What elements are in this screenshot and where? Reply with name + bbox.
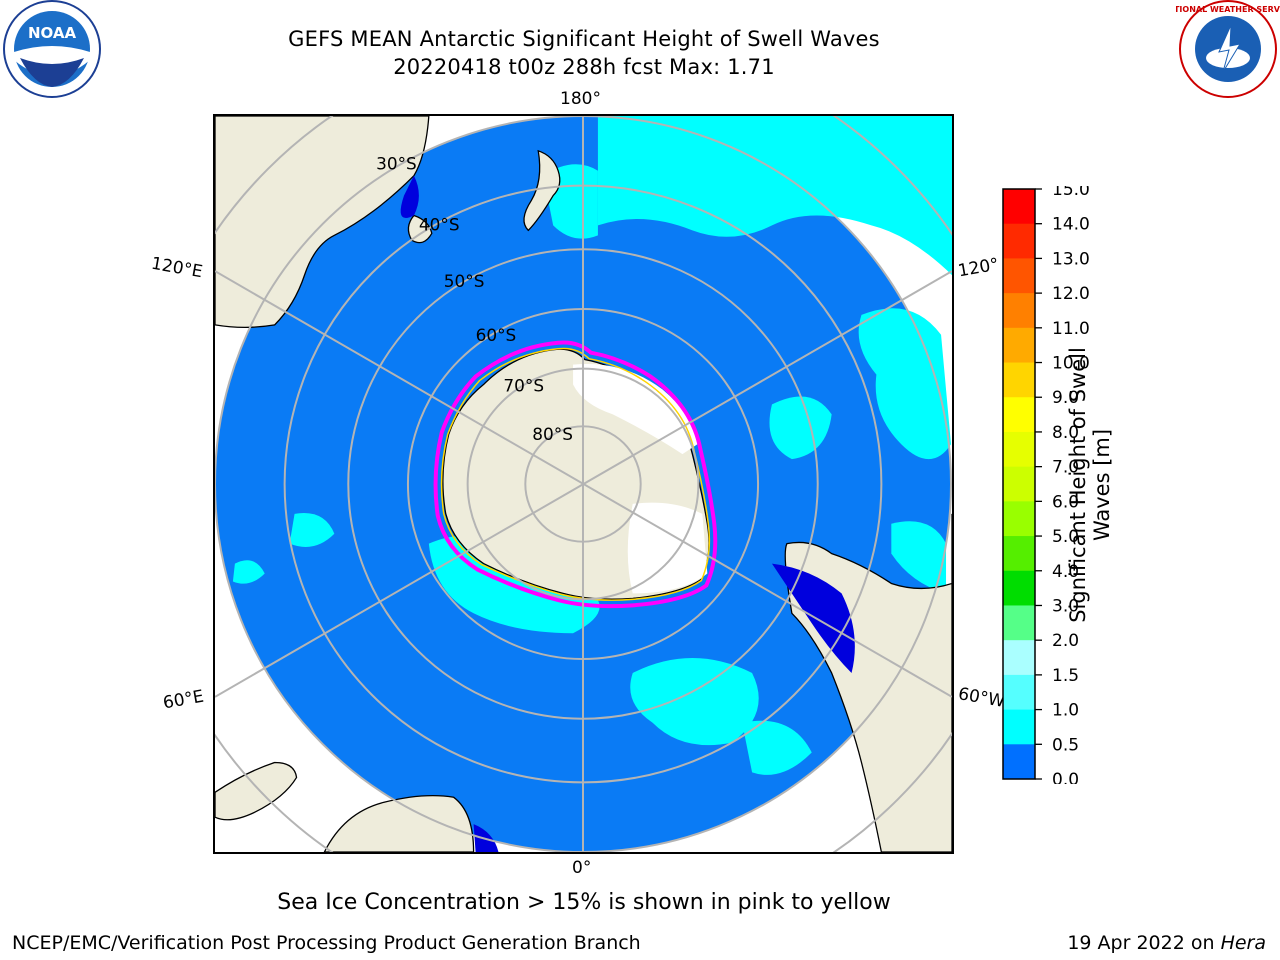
colorbar-segment <box>1003 501 1035 537</box>
sea-ice-caption: Sea Ice Concentration > 15% is shown in … <box>277 890 891 915</box>
polar-map: 30°S 40°S 50°S 60°S 70°S 80°S <box>213 114 954 854</box>
colorbar-segment <box>1003 258 1035 294</box>
colorbar-label-line1: Significant Height of Swell <box>1066 347 1090 623</box>
lon-label-120w: 120° <box>956 254 1001 282</box>
colorbar-segment <box>1003 397 1035 433</box>
colorbar-tick-label: 1.0 <box>1052 701 1079 721</box>
chart-title: GEFS MEAN Antarctic Significant Height o… <box>288 27 880 51</box>
lat-label-30s: 30°S <box>376 154 417 174</box>
lon-label-0: 0° <box>572 858 592 878</box>
lat-label-70s: 70°S <box>503 376 544 396</box>
graticule <box>215 116 952 852</box>
footer-date-text: 19 Apr 2022 on <box>1067 932 1221 954</box>
colorbar-segment <box>1003 431 1035 468</box>
colorbar-segment <box>1003 466 1035 502</box>
noaa-logo-text: NOAA <box>28 24 77 42</box>
lon-label-120e: 120°E <box>149 253 205 283</box>
colorbar-segment <box>1003 570 1035 606</box>
colorbar-segment <box>1003 744 1035 780</box>
footer-date: 19 Apr 2022 on Hera <box>1067 932 1266 954</box>
colorbar-segment <box>1003 327 1035 364</box>
colorbar-segment <box>1003 605 1035 641</box>
lat-label-80s: 80°S <box>532 424 573 444</box>
africa-land <box>323 794 475 852</box>
ice-edge-inner <box>440 347 711 601</box>
footer-branch: NCEP/EMC/Verification Post Processing Pr… <box>12 932 641 954</box>
ice-edge <box>433 340 718 609</box>
colorbar-segment <box>1003 189 1035 225</box>
lat-label-40s: 40°S <box>419 214 460 234</box>
colorbar-tick-label: 4.0 <box>1052 562 1079 582</box>
lat-label-60s: 60°S <box>476 325 517 345</box>
colorbar-tick-label: 10.0 <box>1052 354 1090 374</box>
colorbar-tick-label: 2.0 <box>1052 631 1079 651</box>
colorbar-label-line2: Waves [m] <box>1090 428 1114 542</box>
colorbar-tick-label: 12.0 <box>1052 284 1090 304</box>
colorbar-tick-label: 6.0 <box>1052 492 1079 512</box>
lon-label-180: 180° <box>560 89 601 109</box>
colorbar-segment <box>1003 674 1035 711</box>
colorbar-segment <box>1003 293 1035 329</box>
colorbar-segment <box>1003 709 1035 745</box>
colorbar-tick-label: 5.0 <box>1052 527 1079 547</box>
swell-high-patches <box>232 116 952 775</box>
noaa-logo: NOAA <box>3 0 101 98</box>
colorbar-tick-label: 7.0 <box>1052 458 1079 478</box>
colorbar-tick-label: 14.0 <box>1052 215 1090 235</box>
colorbar-tick-label: 13.0 <box>1052 249 1090 269</box>
lat-label-50s: 50°S <box>444 271 485 291</box>
colorbar-segment <box>1003 536 1035 572</box>
colorbar-tick-label: 0.5 <box>1052 735 1079 755</box>
sea-ice-white-2 <box>627 502 708 594</box>
madagascar-land <box>215 761 298 821</box>
colorbar-tick-label: 0.0 <box>1052 770 1079 784</box>
lon-label-60w: 60°W <box>956 684 1007 712</box>
footer-host: Hera <box>1220 932 1266 954</box>
tasmania-land <box>407 214 433 244</box>
sea-ice-white <box>573 363 698 455</box>
colorbar-tick-label: 3.0 <box>1052 596 1079 616</box>
nws-logo-text: NATIONAL WEATHER SERVICE <box>1176 5 1280 14</box>
colorbar-segment <box>1003 362 1035 398</box>
colorbar-tick-label: 9.0 <box>1052 388 1079 408</box>
colorbar-segment <box>1003 223 1035 259</box>
colorbar-tick-label: 8.0 <box>1052 423 1079 443</box>
chart-subtitle: 20220418 t00z 288h fcst Max: 1.71 <box>393 55 775 79</box>
colorbar-segment <box>1003 640 1035 676</box>
colorbar-tick-label: 1.5 <box>1052 666 1079 686</box>
nws-logo: NATIONAL WEATHER SERVICE <box>1176 0 1280 98</box>
new-zealand-land <box>523 149 561 232</box>
lon-label-60e: 60°E <box>161 686 206 714</box>
colorbar-tick-label: 11.0 <box>1052 319 1090 339</box>
colorbar-tick-label: 15.0 <box>1052 186 1090 200</box>
colorbar: 15.0 14.0 13.0 12.0 11.0 10.0 9.0 8.0 7.0 6.0 5.0 4… <box>1002 186 1090 784</box>
